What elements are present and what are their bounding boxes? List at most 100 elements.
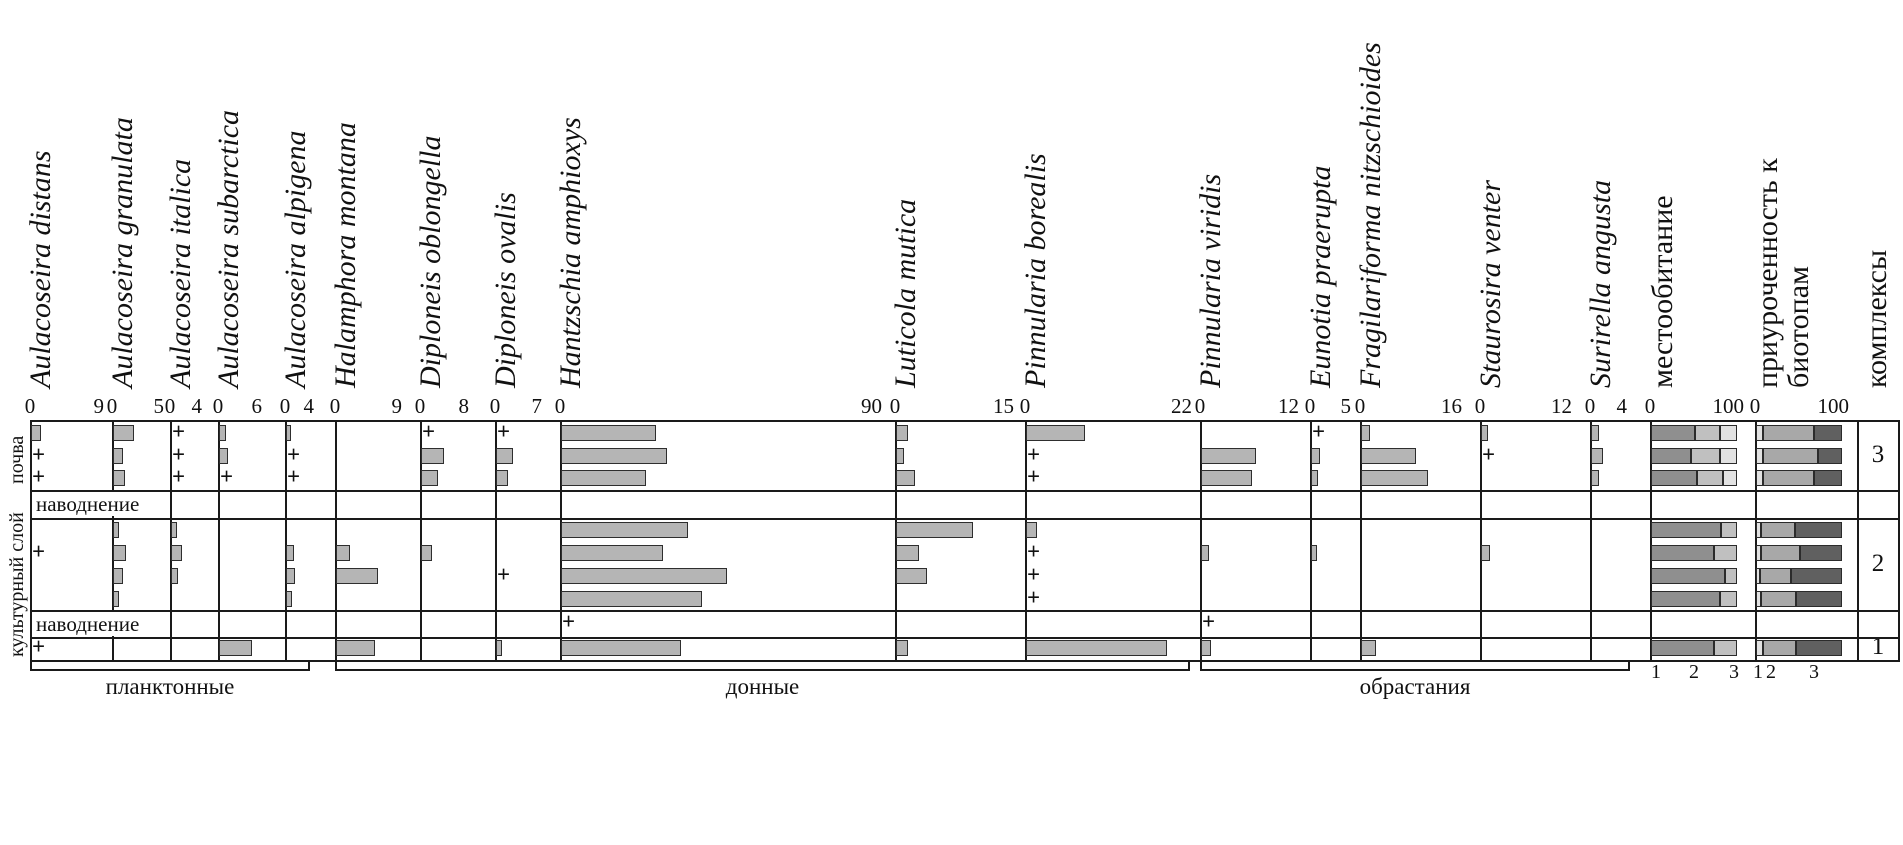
summary-bar-segment (1794, 522, 1843, 538)
taxon-bar (561, 448, 667, 464)
group-label-periphytic: обрастания (1359, 674, 1471, 699)
summary-bar-segment (1763, 640, 1797, 656)
habitat-legend-1: 1 (1651, 661, 1661, 683)
taxon-bar (1026, 522, 1038, 538)
summary-bar-segment (1719, 425, 1738, 441)
taxon-bar (336, 545, 350, 561)
taxon-bar (561, 568, 728, 584)
scale-min-label: 0 (164, 394, 176, 418)
grid-vline (1200, 420, 1202, 660)
taxon-bar (1361, 470, 1429, 486)
summary-bar-segment (1763, 448, 1818, 464)
species-label: Aulacoseira subarctica (212, 109, 245, 388)
taxon-bar (336, 640, 375, 656)
summary-bar-segment (1691, 448, 1720, 464)
species-label: Diploneis ovalis (489, 192, 522, 388)
summary-bar-segment (1756, 448, 1764, 464)
taxon-bar (113, 448, 123, 464)
complex-number-3: 3 (1871, 441, 1885, 468)
group-bracket-line (335, 669, 1190, 671)
scale-max-label: 9 (93, 394, 105, 418)
summary-bar-segment (1723, 470, 1738, 486)
scale-min-label: 0 (1644, 394, 1656, 418)
summary-bar-segment (1756, 640, 1764, 656)
summary-bar-segment (1651, 448, 1692, 464)
scale-max-label: 12 (1551, 394, 1572, 418)
taxon-bar (113, 522, 119, 538)
taxon-bar (496, 640, 503, 656)
scale-max-label: 100 (1712, 394, 1745, 418)
taxon-bar (171, 545, 182, 561)
presence-plus: + (172, 419, 186, 444)
flood-band-label: наводнение (32, 492, 144, 516)
grid-vline (1310, 420, 1312, 660)
taxon-bar (336, 568, 378, 584)
summary-bar-segment (1651, 522, 1722, 538)
summary-bar-segment (1800, 545, 1843, 561)
scale-max-label: 7 (531, 394, 543, 418)
presence-plus: + (172, 464, 186, 489)
taxon-bar (1591, 448, 1604, 464)
presence-plus: + (287, 464, 301, 489)
group-bracket-line (1200, 669, 1630, 671)
presence-plus: + (1027, 562, 1041, 587)
column-label-complexes: комплексы (1860, 249, 1893, 388)
scale-min-label: 0 (329, 394, 341, 418)
grid-vline (285, 420, 287, 660)
summary-bar-segment (1760, 568, 1792, 584)
presence-plus: + (497, 562, 511, 587)
taxon-bar (896, 522, 973, 538)
presence-plus: + (1027, 539, 1041, 564)
summary-bar-segment (1761, 591, 1797, 607)
column-label-biotope-line2: биотопам (1782, 266, 1815, 388)
taxon-bar (1311, 470, 1319, 486)
taxon-bar (896, 470, 916, 486)
presence-plus: + (1312, 419, 1326, 444)
zone-label-soil: почва (6, 435, 28, 484)
species-label: Staurosira venter (1474, 179, 1507, 388)
grid-vline (30, 420, 32, 660)
summary-bar-segment (1796, 591, 1843, 607)
taxon-bar (1201, 448, 1257, 464)
species-label: Surirella angusta (1584, 179, 1617, 388)
grid-vline (335, 420, 337, 660)
biotope-legend-2: 2 (1766, 661, 1776, 683)
presence-plus: + (172, 442, 186, 467)
species-label: Pinnularia viridis (1194, 173, 1227, 388)
scale-min-label: 0 (1474, 394, 1486, 418)
grid-hline (30, 420, 1900, 422)
taxon-bar (1201, 470, 1253, 486)
scale-max-label: 100 (1817, 394, 1850, 418)
summary-bar-segment (1756, 470, 1764, 486)
taxon-bar (561, 545, 664, 561)
grid-hline (30, 610, 1900, 612)
grid-vline (495, 420, 497, 660)
habitat-legend-2: 2 (1689, 661, 1699, 683)
taxon-bar (1026, 425, 1086, 441)
scale-min-label: 0 (554, 394, 566, 418)
species-label: Aulacoseira alpigena (279, 130, 312, 388)
scale-max-label: 90 (861, 394, 882, 418)
scale-min-label: 0 (889, 394, 901, 418)
group-bracket-tick (1628, 661, 1630, 669)
taxon-bar (1026, 640, 1167, 656)
species-label: Luticola mutica (889, 198, 922, 388)
scale-min-label: 0 (1304, 394, 1316, 418)
grid-vline (420, 420, 422, 660)
taxon-bar (171, 568, 178, 584)
taxon-bar (561, 591, 703, 607)
scale-max-label: 8 (458, 394, 470, 418)
summary-bar-segment (1719, 448, 1738, 464)
summary-bar-segment (1651, 545, 1715, 561)
column-label-biotope-line1: приуроченность к (1751, 158, 1784, 388)
grid-hline (30, 637, 1900, 639)
biotope-legend-1: 1 (1753, 661, 1763, 683)
taxon-bar (286, 568, 296, 584)
taxon-bar (561, 522, 689, 538)
group-bracket-tick (1188, 661, 1190, 669)
scale-min-label: 0 (1584, 394, 1596, 418)
grid-hline (30, 660, 1900, 662)
summary-bar-segment (1756, 545, 1762, 561)
summary-bar-segment (1695, 425, 1720, 441)
summary-bar-segment (1756, 425, 1764, 441)
